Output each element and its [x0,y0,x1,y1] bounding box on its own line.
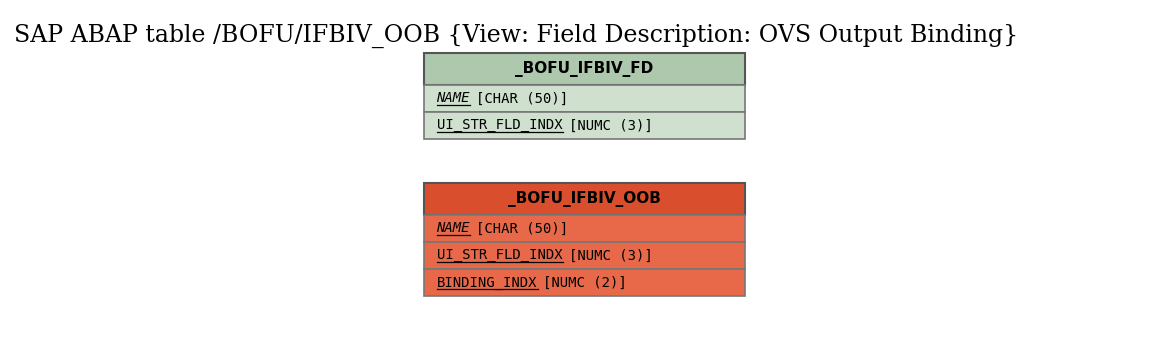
Text: SAP ABAP table /BOFU/IFBIV_OOB {View: Field Description: OVS Output Binding}: SAP ABAP table /BOFU/IFBIV_OOB {View: Fi… [14,24,1018,48]
Text: _BOFU_IFBIV_FD: _BOFU_IFBIV_FD [516,61,653,77]
Text: UI_STR_FLD_INDX: UI_STR_FLD_INDX [436,248,562,263]
Text: NAME: NAME [436,221,470,236]
Text: [CHAR (50)]: [CHAR (50)] [476,221,568,236]
Text: BINDING_INDX: BINDING_INDX [436,275,537,290]
Text: [CHAR (50)]: [CHAR (50)] [476,92,568,105]
Text: [NUMC (2)]: [NUMC (2)] [544,275,627,290]
Text: NAME: NAME [436,92,470,105]
Text: UI_STR_FLD_INDX: UI_STR_FLD_INDX [436,119,562,132]
Text: _BOFU_IFBIV_OOB: _BOFU_IFBIV_OOB [509,191,660,207]
Text: [NUMC (3)]: [NUMC (3)] [568,119,652,132]
Text: [NUMC (3)]: [NUMC (3)] [568,248,652,263]
